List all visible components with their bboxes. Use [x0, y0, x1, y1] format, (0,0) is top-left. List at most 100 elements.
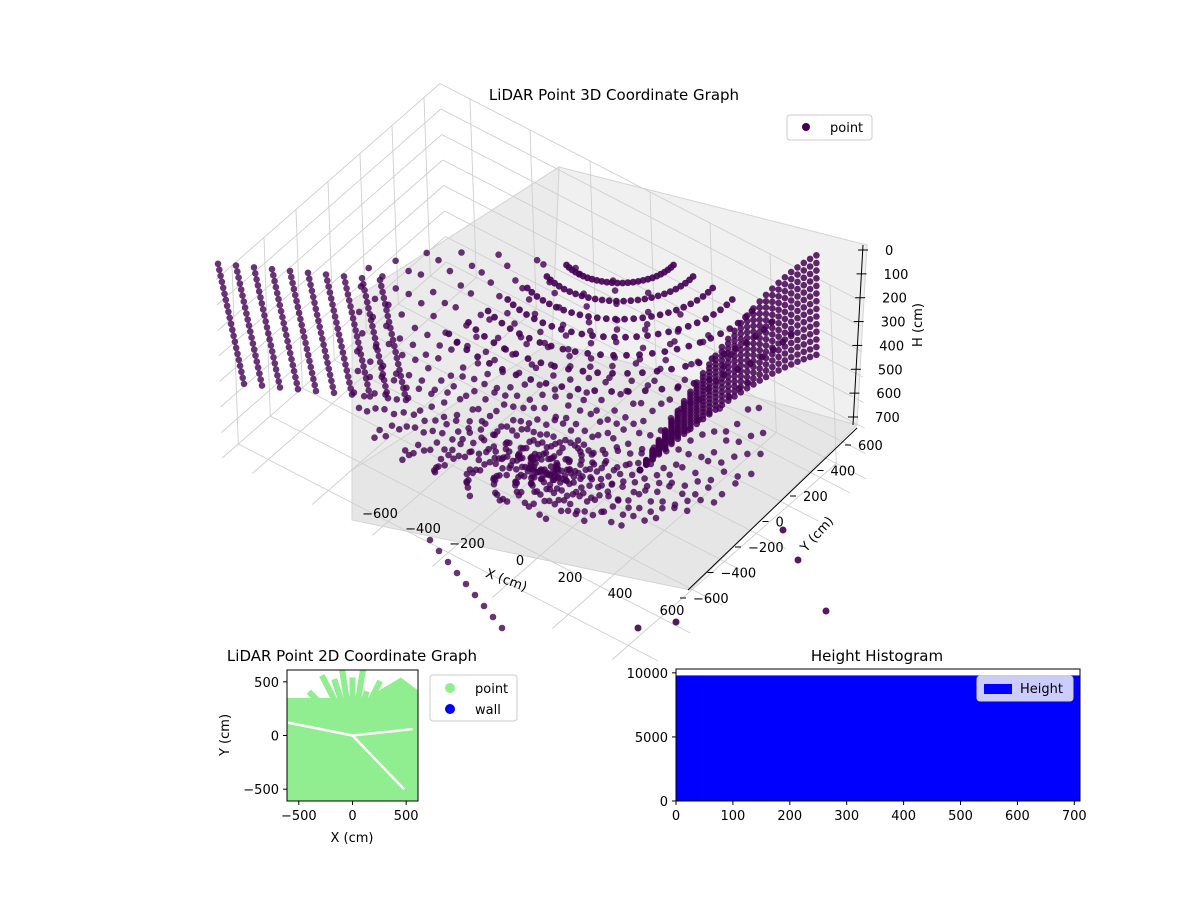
point-3d [365, 387, 373, 394]
point-3d [735, 438, 743, 446]
point-3d [378, 282, 385, 290]
point-3d [731, 337, 738, 345]
point-3d [800, 274, 808, 282]
point-3d [398, 311, 406, 318]
point-3d [787, 318, 795, 326]
point-3d [321, 347, 329, 355]
point-3d [813, 275, 820, 282]
point-3d [717, 306, 724, 314]
point-3d [584, 350, 592, 357]
point-3d [593, 407, 600, 414]
point-3d [689, 273, 697, 280]
point-3d [401, 447, 409, 454]
point-3d [800, 311, 808, 319]
point-3d [405, 267, 412, 275]
point-3d [787, 332, 795, 340]
point-3d [397, 372, 405, 380]
point-3d [769, 311, 776, 319]
point-3d [423, 249, 431, 257]
point-3d [747, 432, 755, 440]
point-3d [733, 420, 741, 428]
point-3d [653, 471, 661, 479]
point-3d [737, 346, 745, 354]
point-3d [724, 383, 732, 390]
point-3d [393, 354, 401, 362]
y-tick-label: −400 [721, 567, 757, 582]
point-3d [593, 468, 601, 475]
point-3d [629, 278, 637, 286]
point-3d [354, 367, 362, 375]
point-3d [351, 321, 358, 328]
point-3d [218, 278, 226, 286]
point-3d [687, 300, 695, 308]
point-3d [581, 517, 588, 525]
point-3d [528, 361, 536, 368]
point-3d [567, 439, 574, 447]
point-3d [750, 357, 757, 365]
point-3d [366, 393, 374, 400]
point-3d [472, 326, 480, 333]
point-3d [466, 429, 474, 437]
point-3d [385, 340, 393, 348]
point-3d [743, 368, 751, 375]
point-3d [794, 307, 801, 315]
point-3d [697, 496, 704, 504]
point-3d [737, 319, 745, 327]
point-3d [627, 297, 635, 305]
point-3d [509, 427, 516, 434]
point-3d [594, 431, 602, 439]
point-3d [558, 487, 565, 494]
point-3d [675, 325, 682, 333]
point-3d [687, 388, 694, 396]
point-3d [441, 299, 449, 307]
point-3d [613, 297, 620, 305]
point-3d [501, 345, 508, 352]
point-3d [523, 311, 530, 318]
x-tick-label-hist: 200 [777, 809, 802, 824]
point-3d [532, 459, 539, 467]
point-3d [298, 321, 306, 329]
point-3d [361, 286, 368, 294]
point-3d [731, 367, 738, 375]
point-3d [443, 420, 450, 428]
point-3d [390, 410, 398, 418]
point-3d [666, 288, 674, 295]
point-3d [813, 290, 820, 297]
point-3d [687, 437, 694, 444]
point-3d [362, 375, 370, 382]
point-3d [578, 457, 585, 464]
y-tick-label: 400 [831, 465, 856, 480]
point-3d [521, 381, 529, 388]
point-3d [290, 367, 298, 375]
point-3d [379, 288, 386, 296]
point-3d [636, 466, 644, 474]
point-3d [813, 259, 820, 267]
point-3d [345, 297, 353, 304]
point-3d [684, 322, 692, 330]
point-3d [252, 270, 259, 277]
point-3d [558, 467, 565, 475]
point-3d [365, 264, 373, 272]
point-3d [762, 323, 770, 330]
point-3d [414, 441, 422, 449]
point-3d [813, 343, 820, 351]
point-3d [613, 464, 621, 471]
point-3d [781, 315, 789, 323]
point-3d [705, 484, 712, 491]
point-3d [737, 367, 745, 375]
point-3d [625, 497, 632, 504]
point-3d [534, 440, 542, 448]
point-3d [806, 346, 814, 353]
x-tick-label: 200 [558, 571, 583, 586]
point-3d [486, 458, 494, 466]
point-3d [581, 427, 589, 435]
point-3d [552, 303, 560, 311]
point-3d [272, 366, 280, 373]
point-3d [239, 374, 246, 382]
point-3d [304, 351, 312, 359]
point-3d [806, 285, 814, 293]
point-3d [540, 261, 547, 268]
point-3d [609, 503, 617, 510]
point-3d [347, 385, 355, 392]
legend-height-label: Height [1020, 682, 1063, 697]
